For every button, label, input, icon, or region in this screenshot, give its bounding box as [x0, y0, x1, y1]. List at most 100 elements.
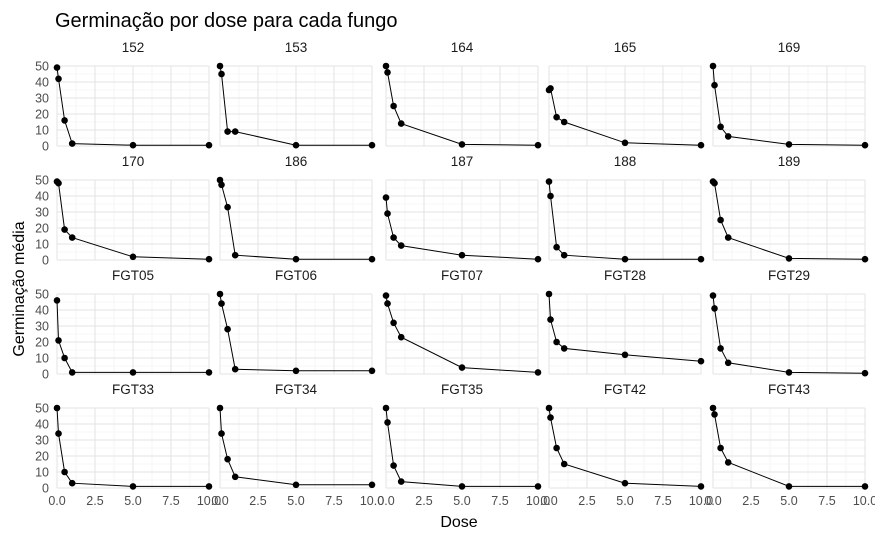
data-point	[53, 64, 61, 71]
data-point	[861, 141, 869, 149]
x-tick-label: 2.5	[249, 494, 266, 508]
data-point	[724, 459, 732, 466]
facet-panel: 189	[709, 154, 869, 263]
facet-label: 170	[122, 154, 145, 169]
facet-panel: FGT43 0.0 2.5 5.0 7.5 10.0	[704, 382, 875, 508]
data-point	[224, 455, 231, 463]
data-point	[785, 483, 793, 490]
data-point	[709, 404, 717, 412]
x-tick-label: 2.5	[415, 494, 432, 508]
data-point	[534, 483, 542, 490]
chart-title: Germinação por dose para cada fungo	[55, 10, 397, 32]
x-tick-label: 7.5	[491, 494, 508, 508]
data-point	[560, 345, 568, 352]
data-point	[709, 62, 717, 70]
x-tick-label: 2.5	[742, 494, 759, 508]
data-point	[560, 460, 568, 468]
data-point	[397, 242, 405, 249]
y-tick-label: 30	[35, 206, 49, 220]
data-point	[861, 255, 869, 263]
y-tick-label: 30	[35, 320, 49, 334]
facet-label: FGT06	[275, 268, 317, 283]
data-point	[621, 351, 629, 359]
data-point	[697, 141, 705, 149]
data-point	[545, 404, 553, 412]
data-point	[382, 194, 390, 201]
data-point	[553, 113, 560, 121]
x-tick-label: 5.0	[453, 494, 470, 508]
data-point	[709, 292, 717, 299]
data-point	[68, 140, 76, 147]
data-point	[545, 178, 553, 185]
x-tick-label: 0.0	[704, 494, 721, 508]
data-point	[621, 139, 629, 147]
data-point	[384, 69, 391, 76]
data-point	[553, 243, 560, 251]
facet-panel: 164	[382, 40, 542, 149]
facet-label: 186	[285, 154, 308, 169]
x-tick-label: 0.0	[48, 494, 65, 508]
facet-label: 152	[122, 40, 145, 55]
facet-panels: 152 0 10 20 30 40 50 153 164 165 169 170 0 10 20 30 40 50…	[35, 40, 875, 508]
data-point	[218, 300, 225, 307]
data-point	[231, 473, 239, 481]
data-point	[384, 419, 391, 426]
data-point	[129, 369, 137, 376]
x-tick-label: 5.0	[287, 494, 304, 508]
y-tick-label: 20	[35, 222, 49, 236]
x-tick-label: 7.5	[654, 494, 671, 508]
y-tick-label: 0	[42, 368, 49, 382]
facet-label: FGT35	[441, 382, 483, 397]
data-point	[621, 255, 629, 263]
facet-label: FGT29	[768, 268, 810, 283]
data-point	[382, 292, 390, 299]
data-point	[547, 85, 554, 92]
facet-panel: FGT07	[382, 268, 542, 376]
data-point	[55, 430, 62, 437]
data-point	[390, 462, 397, 469]
facet-label: 187	[451, 154, 474, 169]
data-point	[861, 369, 869, 377]
facet-panel: 188	[545, 154, 705, 263]
facet-panel: 153	[216, 40, 376, 149]
data-point	[458, 141, 466, 148]
data-point	[216, 290, 224, 298]
y-tick-label: 40	[35, 190, 49, 204]
data-point	[861, 483, 869, 490]
data-point	[292, 141, 300, 149]
data-point	[560, 118, 568, 126]
facet-label: 188	[614, 154, 637, 169]
data-point	[68, 479, 76, 487]
data-point	[292, 367, 300, 375]
facet-label: FGT43	[768, 382, 810, 397]
x-tick-label: 10.0	[689, 494, 713, 508]
facet-label: FGT33	[112, 382, 154, 397]
facet-panel: 165	[545, 40, 705, 149]
data-point	[697, 255, 705, 263]
y-tick-label: 50	[35, 60, 49, 74]
facet-label: FGT34	[275, 382, 318, 397]
data-point	[205, 369, 213, 376]
data-point	[205, 483, 213, 490]
data-point	[785, 369, 793, 376]
data-point	[390, 234, 397, 241]
data-point	[717, 123, 724, 131]
x-tick-label: 0.0	[377, 494, 394, 508]
data-point	[129, 141, 137, 149]
facet-panel: FGT35 0.0 2.5 5.0 7.5 10.0	[377, 382, 550, 508]
facet-panel: FGT33 0 10 20 30 40 50 0.0 2.5 5.0 7.5 10.0	[35, 382, 221, 508]
y-tick-label: 0	[42, 482, 49, 496]
data-point	[292, 255, 300, 263]
data-point	[205, 255, 213, 263]
data-point	[534, 141, 542, 149]
x-tick-label: 5.0	[780, 494, 797, 508]
data-point	[717, 444, 724, 452]
data-point	[697, 483, 705, 490]
data-point	[553, 444, 560, 452]
x-tick-label: 5.0	[616, 494, 633, 508]
data-point	[785, 141, 793, 148]
data-point	[697, 357, 705, 365]
data-point	[68, 369, 76, 376]
data-point	[368, 255, 376, 263]
data-point	[205, 141, 213, 149]
